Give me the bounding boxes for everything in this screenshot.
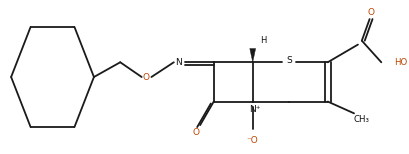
Text: ⁻O: ⁻O [246,136,258,145]
Text: H: H [260,36,266,45]
Text: S: S [285,56,291,65]
Polygon shape [249,49,255,62]
Text: O: O [192,128,199,138]
Text: N: N [175,58,182,67]
Text: CH₃: CH₃ [353,115,369,124]
Text: O: O [366,8,373,17]
Text: N⁺: N⁺ [248,105,260,114]
Text: HO: HO [393,58,406,67]
Text: O: O [142,73,149,81]
